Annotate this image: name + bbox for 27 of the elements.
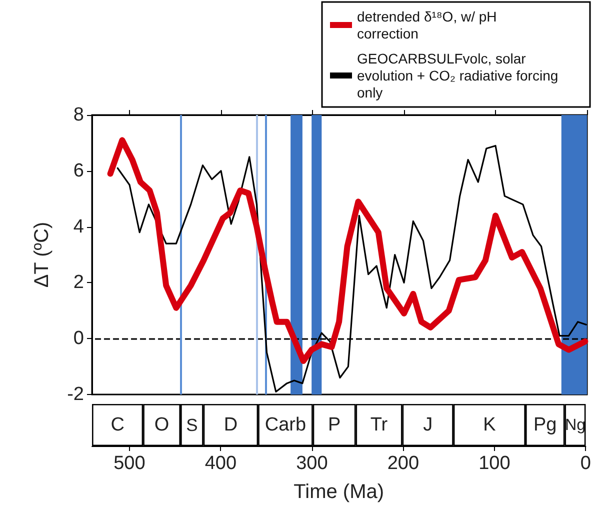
x-tick-label: 0: [580, 453, 592, 474]
series-label: Ng: [564, 416, 586, 434]
series-label: K: [483, 414, 496, 436]
x-tick-label: 500: [114, 453, 146, 474]
series-label: O: [154, 414, 170, 436]
y-tick-label: 8: [73, 104, 84, 126]
series-label: C: [110, 414, 124, 436]
legend-label: detrended δ¹⁸O, w/ pH correction: [357, 8, 501, 42]
x-axis-title: Time (Ma): [294, 481, 384, 503]
x-tick-label: 300: [296, 453, 328, 474]
x-tick-label: 400: [204, 453, 237, 474]
series-label: Carb: [264, 414, 306, 436]
series-label: P: [328, 414, 341, 436]
y-tick-label: -2: [67, 384, 84, 405]
series-label: Tr: [370, 414, 388, 436]
x-tick-label: 200: [387, 453, 420, 474]
series-label: J: [423, 414, 433, 436]
y-tick-label: 0: [73, 328, 84, 350]
y-tick-label: 2: [73, 272, 84, 294]
y-tick-label: 6: [73, 160, 84, 182]
series-label: S: [186, 415, 198, 435]
y-tick-label: 4: [73, 216, 84, 238]
x-tick-label: 100: [478, 453, 510, 474]
series-label: D: [224, 414, 238, 436]
y-axis-title: ΔT (ºC): [31, 222, 53, 288]
series-label: Pg: [533, 414, 557, 436]
legend-label: GEOCARBSULFvolc, solar evolution + CO₂ radiative forcing only: [357, 50, 562, 100]
